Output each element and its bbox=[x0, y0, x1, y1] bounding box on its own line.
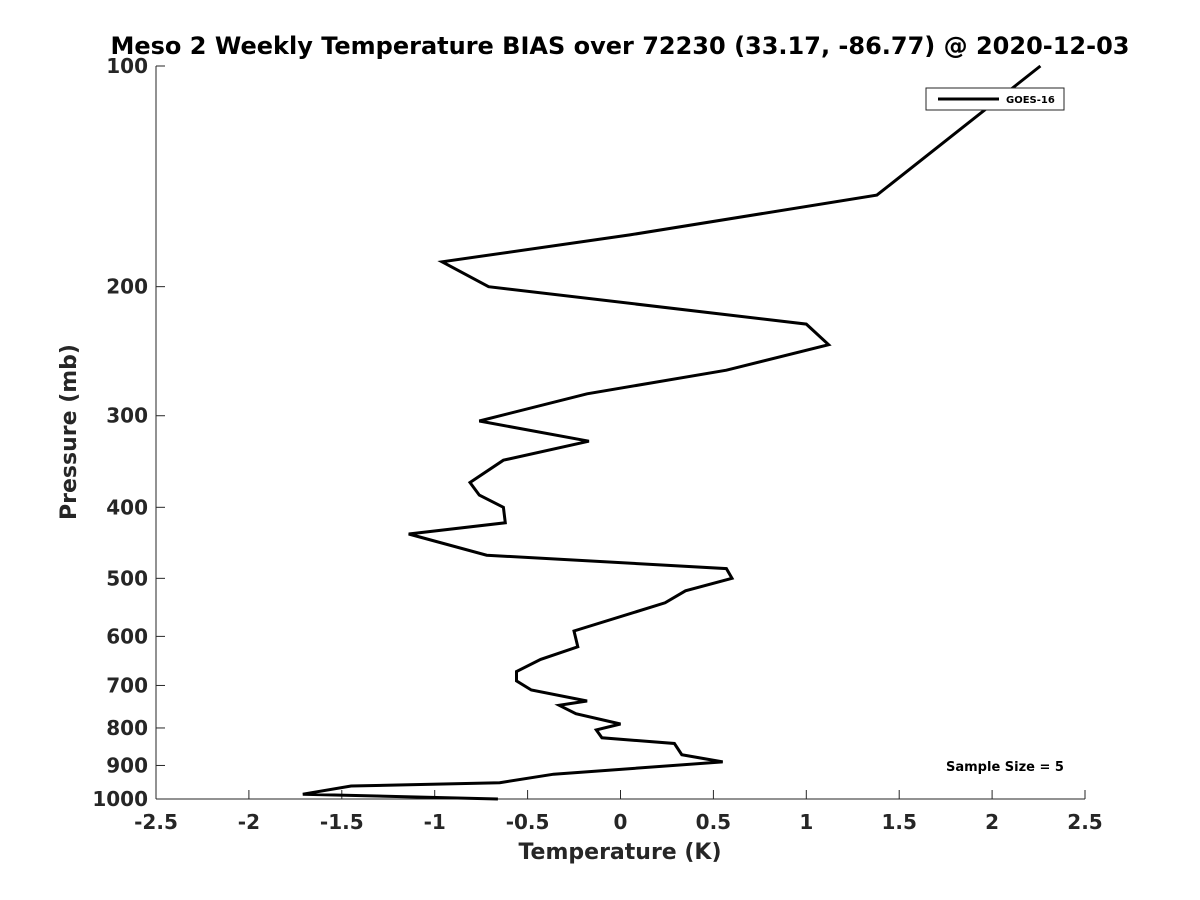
sample-size-annotation: Sample Size = 5 bbox=[946, 760, 1064, 775]
y-tick-label: 1000 bbox=[92, 787, 148, 811]
x-axis-label: Temperature (K) bbox=[518, 840, 721, 865]
x-tick-label: -0.5 bbox=[506, 810, 550, 834]
y-tick-label: 100 bbox=[106, 54, 148, 78]
legend-label-goes16: GOES-16 bbox=[1006, 95, 1055, 106]
x-tick-label: 1 bbox=[799, 810, 813, 834]
x-axis: -2.5 -2 -1.5 -1 -0.5 0 0.5 1 1.5 2 2.5 bbox=[134, 790, 1103, 834]
x-tick-label: 2 bbox=[985, 810, 999, 834]
y-tick-label: 600 bbox=[106, 624, 148, 648]
y-tick-label: 800 bbox=[106, 716, 148, 740]
y-tick-label: 300 bbox=[106, 404, 148, 428]
y-axis: 100 200 300 400 500 600 700 800 900 1000 bbox=[92, 54, 165, 811]
x-tick-label: -2.5 bbox=[134, 810, 178, 834]
legend: GOES-16 bbox=[925, 87, 1065, 111]
y-tick-label: 400 bbox=[106, 495, 148, 519]
x-tick-label: 2.5 bbox=[1067, 810, 1102, 834]
y-tick-label: 500 bbox=[106, 566, 148, 590]
y-axis-label: Pressure (mb) bbox=[57, 344, 82, 520]
x-tick-label: -1.5 bbox=[320, 810, 364, 834]
y-tick-label: 900 bbox=[106, 753, 148, 777]
y-tick-label: 200 bbox=[106, 275, 148, 299]
plot-area bbox=[156, 66, 1085, 799]
series-line-goes16 bbox=[302, 64, 1042, 801]
y-tick-label: 700 bbox=[106, 673, 148, 697]
chart-title: Meso 2 Weekly Temperature BIAS over 7223… bbox=[110, 32, 1129, 60]
x-tick-label: -1 bbox=[424, 810, 446, 834]
x-tick-label: 1.5 bbox=[881, 810, 916, 834]
x-tick-label: 0 bbox=[614, 810, 628, 834]
x-tick-label: 0.5 bbox=[696, 810, 731, 834]
x-tick-label: -2 bbox=[238, 810, 260, 834]
series-layer bbox=[302, 64, 1042, 801]
